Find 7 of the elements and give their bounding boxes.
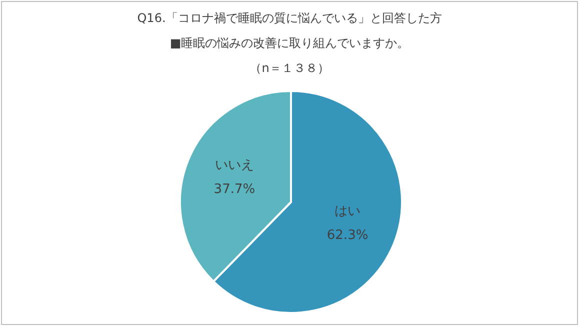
data-label: 37.7% (214, 182, 256, 197)
data-label: 62.3% (326, 228, 368, 244)
chart-title: Q16.「コロナ禍で睡眠の質に悩んでいる」と回答した方 (137, 11, 442, 25)
chart-subtitle: ■睡眠の悩みの改善に取り組んでいますか。 (170, 36, 410, 50)
slice-label: はい (334, 204, 361, 220)
slice-label: いいえ (214, 158, 254, 173)
text: （n＝１３８） (250, 61, 330, 75)
